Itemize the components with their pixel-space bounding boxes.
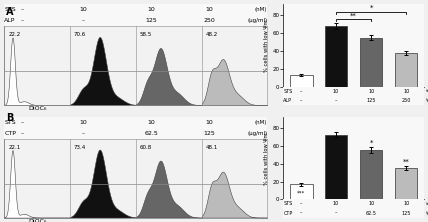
Text: 10: 10 — [205, 8, 213, 12]
Text: 10: 10 — [403, 89, 409, 94]
Text: –: – — [300, 98, 302, 103]
Text: 48.2: 48.2 — [205, 32, 218, 37]
Text: –: – — [21, 120, 24, 125]
Text: –: – — [300, 89, 302, 94]
Text: STS: STS — [4, 120, 16, 125]
Text: 10: 10 — [148, 8, 155, 12]
Y-axis label: Count: Count — [0, 169, 2, 188]
Text: 62.5: 62.5 — [366, 210, 377, 216]
Text: –: – — [335, 98, 337, 103]
Text: ALP: ALP — [283, 98, 292, 103]
Text: –: – — [21, 8, 24, 12]
Text: (μg/ml): (μg/ml) — [247, 18, 268, 24]
Text: 10: 10 — [205, 120, 213, 125]
Bar — [360, 38, 382, 87]
Text: 48.1: 48.1 — [205, 145, 218, 150]
Y-axis label: % cells with low Ψm: % cells with low Ψm — [265, 132, 270, 184]
Text: STS: STS — [283, 89, 293, 94]
Text: (μg/ml): (μg/ml) — [247, 131, 268, 136]
Text: B: B — [6, 113, 14, 123]
Text: *: * — [369, 140, 373, 146]
Text: A: A — [6, 7, 14, 17]
Text: ALP: ALP — [4, 18, 16, 24]
X-axis label: DiOC₆: DiOC₆ — [28, 106, 46, 111]
Text: 60.8: 60.8 — [140, 145, 152, 150]
Bar — [290, 75, 312, 87]
Text: 70.6: 70.6 — [74, 32, 86, 37]
Text: *: * — [369, 5, 373, 11]
Text: 10: 10 — [368, 89, 374, 94]
Text: –: – — [82, 18, 85, 24]
Text: 10: 10 — [368, 201, 374, 206]
Bar — [325, 135, 348, 199]
Text: –: – — [21, 18, 24, 24]
Bar — [395, 53, 417, 87]
Text: STS: STS — [4, 8, 16, 12]
Text: –: – — [21, 131, 24, 136]
Text: 250: 250 — [401, 98, 411, 103]
Text: (μg/ml): (μg/ml) — [425, 98, 428, 102]
Text: (nM): (nM) — [255, 120, 268, 125]
Text: –: – — [82, 131, 85, 136]
Text: **: ** — [403, 159, 409, 165]
Text: –: – — [300, 210, 302, 216]
Text: 62.5: 62.5 — [145, 131, 158, 136]
Text: 58.5: 58.5 — [140, 32, 152, 37]
Text: 250: 250 — [204, 18, 215, 24]
Text: 125: 125 — [366, 98, 376, 103]
Bar — [290, 184, 312, 199]
Text: 22.1: 22.1 — [8, 145, 21, 150]
Text: (nM): (nM) — [425, 89, 428, 93]
Bar — [325, 26, 348, 87]
Text: 10: 10 — [79, 120, 87, 125]
Text: STS: STS — [283, 201, 293, 206]
Text: 125: 125 — [146, 18, 158, 24]
Bar — [395, 168, 417, 199]
Text: 73.4: 73.4 — [74, 145, 86, 150]
Text: –: – — [335, 210, 337, 216]
Text: 125: 125 — [204, 131, 215, 136]
Bar — [360, 150, 382, 199]
Text: CTP: CTP — [4, 131, 16, 136]
Text: (nM): (nM) — [255, 8, 268, 12]
Text: 10: 10 — [79, 8, 87, 12]
Text: CTP: CTP — [283, 210, 293, 216]
Text: (μg/ml): (μg/ml) — [425, 211, 428, 215]
Text: (nM): (nM) — [425, 202, 428, 206]
Text: **: ** — [350, 12, 357, 18]
Text: 22.2: 22.2 — [8, 32, 21, 37]
Text: 10: 10 — [333, 201, 339, 206]
Y-axis label: Count: Count — [0, 56, 2, 75]
Text: 10: 10 — [333, 89, 339, 94]
X-axis label: DiOC₆: DiOC₆ — [28, 219, 46, 222]
Text: 125: 125 — [401, 210, 411, 216]
Text: ***: *** — [297, 191, 305, 196]
Text: 10: 10 — [403, 201, 409, 206]
Y-axis label: % cells with low Ψm: % cells with low Ψm — [265, 19, 270, 72]
Text: –: – — [300, 201, 302, 206]
Text: 10: 10 — [148, 120, 155, 125]
